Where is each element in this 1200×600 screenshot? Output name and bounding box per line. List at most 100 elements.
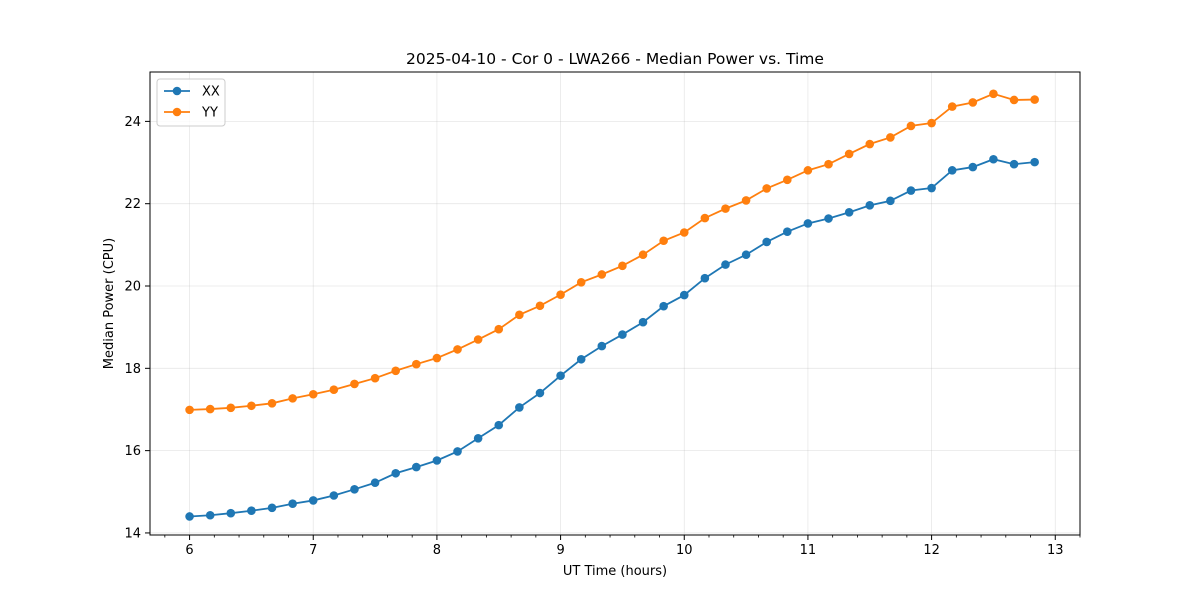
data-point-yy [844,149,854,159]
data-point-xx [576,354,586,364]
x-tick-label: 8 [433,543,441,558]
data-point-yy [370,373,380,383]
data-point-xx [205,510,215,520]
data-point-yy [247,401,256,411]
data-point-xx [803,219,813,228]
data-point-yy [700,213,710,223]
data-point-xx [989,154,998,164]
data-point-xx [741,250,751,260]
x-tick-label: 11 [800,543,817,558]
data-point-xx [350,485,359,494]
data-point-xx [432,456,442,465]
data-point-yy [638,250,648,260]
y-tick-label: 22 [124,197,141,212]
data-point-xx [267,503,277,513]
data-point-xx [783,227,792,236]
legend-marker-yy [172,107,182,117]
data-point-xx [597,341,607,351]
data-point-xx [226,508,236,518]
x-tick-label: 7 [309,543,317,558]
data-point-yy [783,175,792,185]
data-point-yy [205,404,215,414]
data-point-xx [308,496,318,505]
data-point-yy [659,236,668,246]
data-point-xx [535,388,545,398]
data-point-yy [267,399,277,408]
data-point-yy [411,359,421,369]
data-point-yy [329,385,339,395]
data-point-xx [473,433,483,443]
grid [150,72,1080,535]
data-point-xx [453,447,462,456]
legend-marker-xx [172,86,182,96]
data-point-xx [391,468,400,478]
y-tick-label: 16 [124,444,141,459]
data-point-xx [865,201,875,210]
data-point-yy [618,261,627,271]
data-point-xx [1030,157,1039,167]
data-point-xx [700,273,710,283]
data-point-yy [927,118,936,128]
data-point-yy [288,394,297,403]
legend-label-yy: YY [201,106,218,121]
series-line-xx [189,158,1035,518]
data-point-yy [432,353,442,363]
data-point-yy [494,324,504,334]
data-point-yy [391,366,400,376]
legend: XX YY [156,78,226,127]
data-point-yy [473,335,483,344]
data-point-xx [370,478,380,488]
data-point-yy [556,290,565,299]
y-axis-label: Median Power (CPU) [102,238,117,369]
data-point-yy [515,310,524,320]
data-point-xx [968,162,978,172]
data-point-yy [597,270,607,279]
data-point-xx [411,462,421,472]
data-point-yy [968,98,978,107]
data-point-xx [762,237,772,247]
data-point-yy [576,278,586,287]
data-point-xx [844,208,854,217]
data-point-xx [185,512,194,521]
data-point-xx [906,186,916,195]
data-point-xx [494,420,504,430]
ticks: 6 7 8 9 10 11 12 13 14 16 18 20 22 24 [124,115,1081,558]
x-axis-label: UT Time (hours) [563,564,667,579]
data-point-yy [185,405,194,415]
data-point-yy [803,166,813,175]
data-point-yy [679,228,689,237]
data-point-xx [288,499,297,509]
data-point-xx [721,260,730,269]
data-point-yy [308,389,318,399]
x-tick-label: 6 [185,543,193,558]
data-point-yy [453,345,462,354]
y-tick-label: 20 [124,280,141,295]
x-tick-label: 12 [923,543,940,558]
y-tick-label: 18 [124,362,141,377]
data-point-yy [906,121,916,131]
chart-title: 2025-04-10 - Cor 0 - LWA266 - Median Pow… [406,50,824,68]
data-point-yy [535,301,545,311]
data-point-xx [556,371,565,381]
data-point-xx [638,317,648,327]
data-point-yy [1009,95,1019,105]
data-point-yy [989,89,998,99]
series-line-yy [189,92,1035,411]
data-point-xx [515,403,524,412]
data-point-xx [618,330,627,339]
data-point-yy [350,379,359,389]
data-point-xx [947,166,957,175]
data-point-xx [824,214,833,223]
data-point-yy [865,139,875,149]
data-point-yy [721,204,730,213]
data-point-yy [947,102,957,111]
data-point-xx [927,183,936,193]
data-point-xx [329,491,339,500]
data-point-xx [247,506,256,516]
y-tick-label: 14 [124,526,141,541]
data-point-yy [824,159,833,169]
series-layer [185,89,1039,521]
x-tick-label: 10 [676,543,693,558]
data-point-xx [659,301,668,311]
